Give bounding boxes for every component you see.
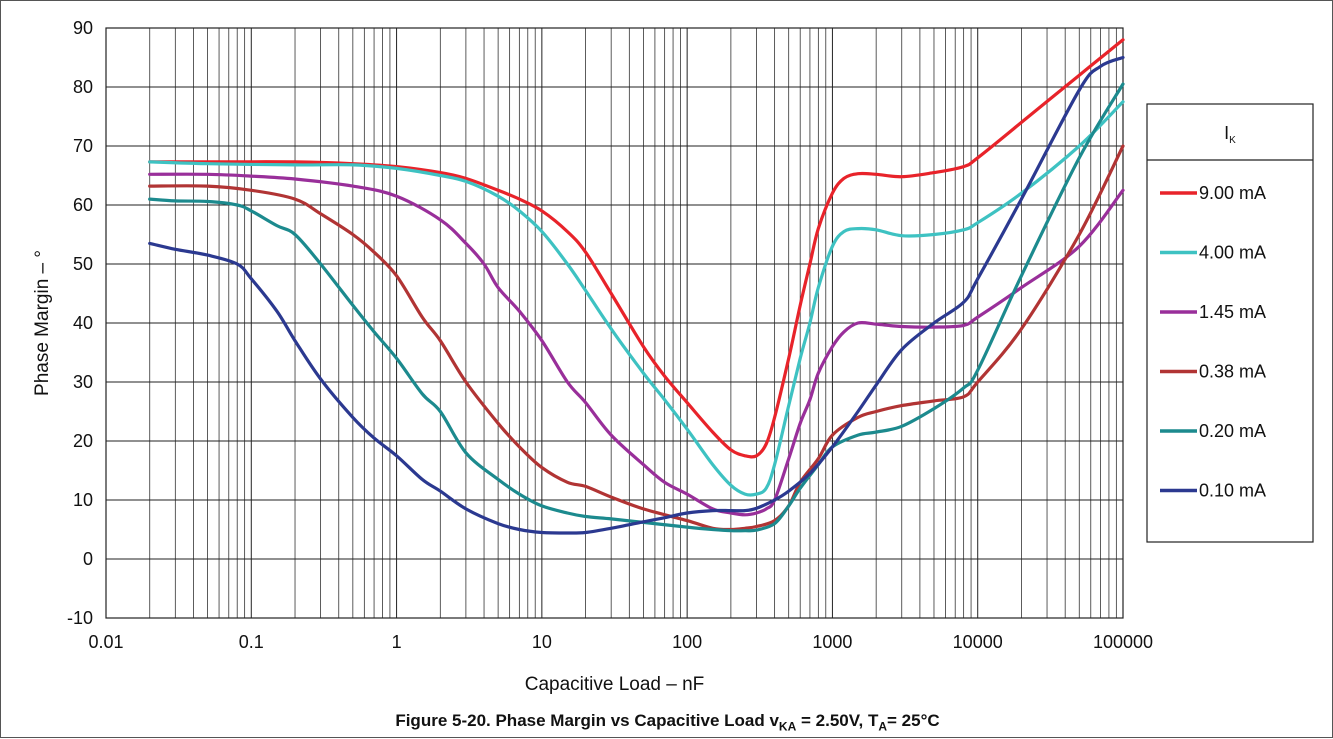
x-tick-label: 0.01 <box>88 632 123 652</box>
x-tick-label: 100000 <box>1093 632 1153 652</box>
y-tick-label: 50 <box>73 254 93 274</box>
y-tick-label: 20 <box>73 431 93 451</box>
x-tick-label: 0.1 <box>239 632 264 652</box>
series-line-3 <box>148 172 1125 517</box>
y-tick-label: 0 <box>83 549 93 569</box>
y-tick-label: 30 <box>73 372 93 392</box>
x-tick-label: 100 <box>672 632 702 652</box>
legend-label-2: 4.00 mA <box>1199 243 1266 263</box>
x-tick-label: 1000 <box>812 632 852 652</box>
legend-label-1: 9.00 mA <box>1199 183 1266 203</box>
caption-sub-ka: KA <box>778 719 797 734</box>
caption-middle: = 2.50V, T <box>796 711 879 730</box>
legend-box <box>1146 103 1314 543</box>
y-tick-label: 80 <box>73 77 93 97</box>
legend-label-5: 0.20 mA <box>1199 421 1266 441</box>
y-tick-label: 90 <box>73 18 93 38</box>
series-line-4 <box>148 144 1125 532</box>
legend-title-subscript: K <box>1229 135 1236 146</box>
legend-label-6: 0.10 mA <box>1199 481 1266 501</box>
legend-label-4: 0.38 mA <box>1199 362 1266 382</box>
figure-caption: Figure 5-20. Phase Margin vs Capacitive … <box>1 711 1333 733</box>
x-tick-label: 10000 <box>953 632 1003 652</box>
y-tick-label: 10 <box>73 490 93 510</box>
caption-prefix: Figure 5-20. Phase Margin vs Capacitive … <box>395 711 779 730</box>
y-tick-label: 40 <box>73 313 93 333</box>
series-line-6 <box>148 55 1125 535</box>
x-tick-label: 10 <box>532 632 552 652</box>
caption-sub-a: A <box>878 719 888 734</box>
x-tick-label: 1 <box>392 632 402 652</box>
y-tick-label: -10 <box>67 608 93 628</box>
plot-border <box>105 27 1124 619</box>
y-tick-label: 60 <box>73 195 93 215</box>
caption-suffix: = 25°C <box>887 711 940 730</box>
legend-label-3: 1.45 mA <box>1199 302 1266 322</box>
y-axis-label: Phase Margin – ° <box>32 250 53 396</box>
y-tick-label: 70 <box>73 136 93 156</box>
x-axis-label: Capacitive Load – nF <box>525 674 705 695</box>
series-line-1 <box>148 38 1125 459</box>
series-line-2 <box>148 100 1125 497</box>
